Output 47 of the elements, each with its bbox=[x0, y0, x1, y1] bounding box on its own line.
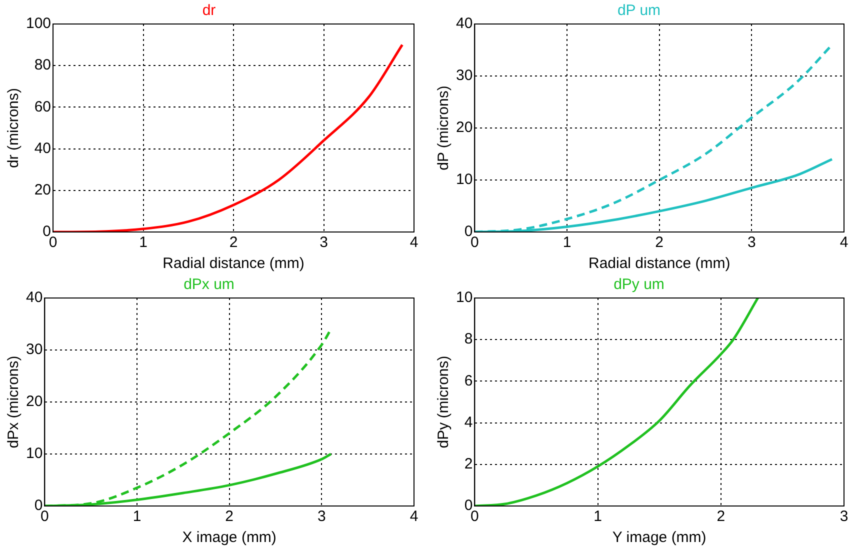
x-tick-label: 1 bbox=[562, 234, 572, 252]
y-tick-label: 40 bbox=[34, 140, 52, 157]
line-series bbox=[53, 44, 404, 232]
x-tick-label: 2 bbox=[716, 508, 726, 526]
y-tick-label: 30 bbox=[456, 67, 473, 84]
y-tick-label: 30 bbox=[26, 341, 43, 358]
x-tick-label: 1 bbox=[132, 508, 142, 526]
x-tick-label: 1 bbox=[594, 508, 602, 526]
y-axis-title: dr (microns) bbox=[5, 88, 22, 168]
y-tick-label: 2 bbox=[464, 456, 473, 473]
y-tick-label: 20 bbox=[26, 393, 43, 410]
chart-title: dr bbox=[202, 2, 216, 20]
y-tick-label: 6 bbox=[464, 372, 473, 390]
y-tick-label: 10 bbox=[456, 171, 473, 188]
x-tick-label: 4 bbox=[410, 508, 418, 526]
chart-title: dPy um bbox=[614, 276, 664, 294]
y-tick-label: 100 bbox=[26, 15, 52, 32]
y-tick-label: 20 bbox=[34, 182, 52, 199]
y-axis-title: dPx (microns) bbox=[5, 356, 22, 448]
y-tick-label: 4 bbox=[464, 414, 473, 431]
x-tick-label: 2 bbox=[225, 508, 234, 526]
x-axis-title: X image (mm) bbox=[182, 529, 276, 546]
chart-title: dP um bbox=[617, 2, 661, 20]
x-tick-label: 3 bbox=[320, 234, 328, 252]
x-axis-title: Y image (mm) bbox=[612, 529, 706, 546]
x-tick-label: 4 bbox=[410, 234, 418, 252]
y-tick-label: 20 bbox=[456, 119, 473, 136]
x-tick-label: 2 bbox=[229, 234, 238, 252]
y-axis-title: dPy (microns) bbox=[435, 356, 452, 448]
chart-title: dPx um bbox=[184, 276, 234, 294]
x-tick-label: 3 bbox=[748, 234, 756, 252]
x-tick-label: 2 bbox=[655, 234, 664, 252]
x-axis-title: Radial distance (mm) bbox=[588, 255, 730, 272]
y-tick-label: 10 bbox=[456, 289, 473, 306]
line-series bbox=[474, 298, 760, 506]
x-tick-label: 4 bbox=[840, 234, 848, 252]
y-tick-label: 10 bbox=[26, 445, 43, 462]
y-tick-label: 60 bbox=[34, 98, 52, 116]
x-tick-label: 3 bbox=[318, 508, 326, 526]
y-axis-title: dP (microns) bbox=[435, 86, 452, 170]
y-tick-label: 40 bbox=[26, 289, 43, 306]
x-tick-label: 3 bbox=[840, 508, 848, 526]
x-tick-label: 1 bbox=[139, 234, 148, 252]
y-tick-label: 8 bbox=[464, 330, 473, 348]
y-tick-label: 80 bbox=[34, 56, 52, 74]
y-tick-label: 40 bbox=[456, 15, 473, 32]
x-axis-title: Radial distance (mm) bbox=[162, 255, 304, 272]
